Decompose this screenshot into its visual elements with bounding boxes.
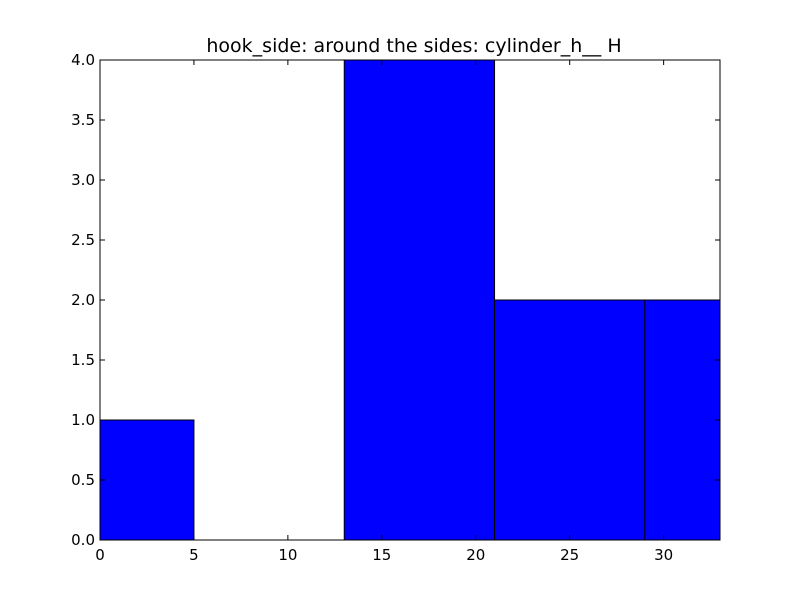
y-tick-label: 1.5: [71, 351, 95, 369]
y-tick-label: 1.0: [71, 411, 95, 429]
y-tick-label: 0.5: [71, 471, 95, 489]
x-tick-label: 15: [372, 546, 391, 564]
y-tick-label: 2.5: [71, 231, 95, 249]
x-tick-label: 5: [189, 546, 199, 564]
histogram-bar-4: [644, 299, 721, 541]
x-tick-label: 20: [466, 546, 485, 564]
y-tick-label: 3.0: [71, 171, 95, 189]
y-tick-label: 0.0: [71, 531, 95, 549]
x-tick-label: 25: [560, 546, 579, 564]
plot-frame: [99, 59, 721, 541]
chart-title: hook_side: around the sides: cylinder_h_…: [206, 35, 621, 57]
ticks-group: 0 5 10 15 20 25 30 0.0 0.5 1.0 1.5 2.0 2.5 3.0 3.5 4.0: [71, 51, 720, 564]
x-tick-label: 30: [654, 546, 673, 564]
y-tick-label: 2.0: [71, 291, 95, 309]
y-tick-label: 3.5: [71, 111, 95, 129]
y-tick-label: 4.0: [71, 51, 95, 69]
histogram-bar-3: [494, 299, 646, 541]
x-tick-label: 10: [278, 546, 297, 564]
histogram-bar-0: [99, 419, 195, 541]
histogram-bar-2: [343, 59, 496, 541]
bars-group: [99, 59, 721, 541]
x-tick-label: 0: [95, 546, 105, 564]
